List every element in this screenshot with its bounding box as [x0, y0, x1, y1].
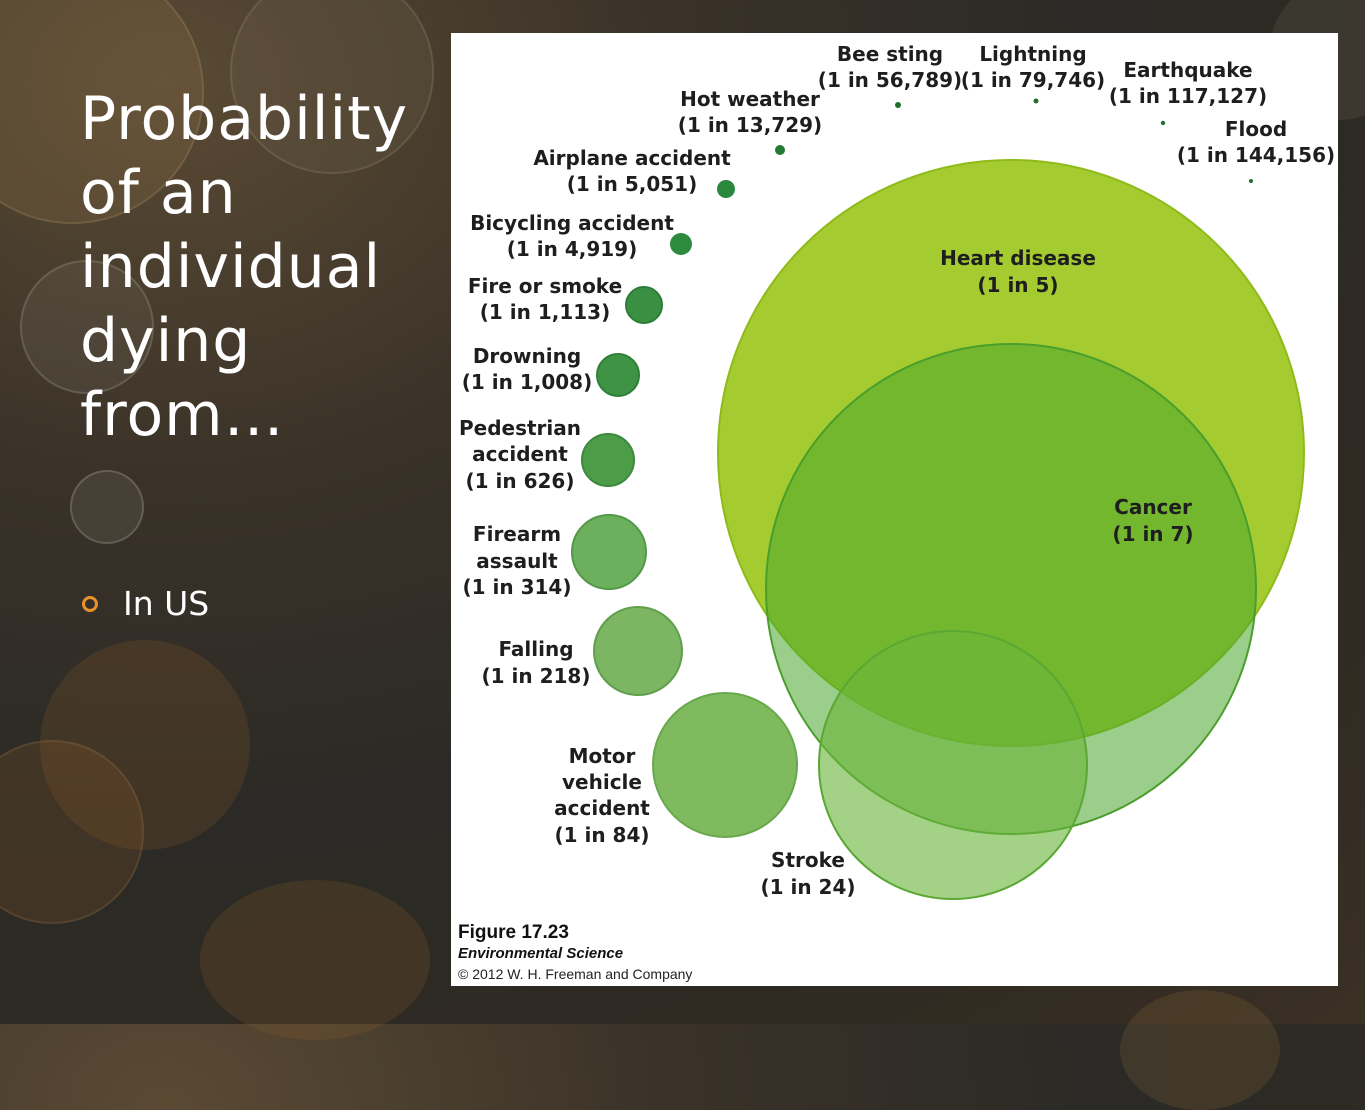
bubble-falling	[593, 606, 683, 696]
cause-odds: (1 in 1,008)	[462, 370, 592, 394]
bokeh-light	[200, 880, 430, 1040]
label-bicycling-accident: Bicycling accident (1 in 4,919)	[470, 211, 674, 261]
label-heart-disease: Heart disease (1 in 5)	[940, 246, 1096, 297]
bokeh-light	[40, 640, 250, 850]
bubble-flood	[1249, 179, 1253, 183]
label-drowning: Drowning (1 in 1,008)	[462, 344, 592, 394]
cause-odds: (1 in 314)	[463, 575, 572, 599]
cause-odds: (1 in 144,156)	[1177, 143, 1335, 167]
bubble-pedestrian-accident	[581, 433, 635, 487]
bubble-firearm-assault	[571, 514, 647, 590]
label-hot-weather: Hot weather (1 in 13,729)	[678, 87, 822, 137]
cause-odds: (1 in 13,729)	[678, 113, 822, 137]
cause-name: Lightning	[979, 42, 1086, 66]
bokeh-light	[70, 470, 144, 544]
bubble-figure: Heart disease (1 in 5) Cancer (1 in 7) S…	[451, 33, 1338, 986]
bubble-hot-weather	[775, 145, 785, 155]
cause-odds: (1 in 1,113)	[480, 300, 610, 324]
bubble-bicycling-accident	[670, 233, 692, 255]
label-fire-or-smoke: Fire or smoke (1 in 1,113)	[468, 274, 622, 324]
cause-name: Cancer	[1114, 495, 1192, 519]
cause-name: Bicycling accident	[470, 211, 674, 235]
cause-name: Drowning	[473, 344, 581, 368]
cause-name: Stroke	[771, 848, 845, 872]
bullet-item: In US	[82, 584, 209, 623]
cause-odds: (1 in 84)	[554, 823, 649, 847]
bubble-bee-sting	[895, 102, 901, 108]
cause-name-line: accident	[472, 442, 568, 466]
cause-name-line: Motor	[569, 744, 636, 768]
bubble-drowning	[596, 353, 640, 397]
bubble-motor-vehicle-accident	[652, 692, 798, 838]
cause-name: Earthquake	[1123, 58, 1252, 82]
cause-odds: (1 in 4,919)	[507, 237, 637, 261]
cause-odds: (1 in 117,127)	[1109, 84, 1267, 108]
label-flood: Flood (1 in 144,156)	[1177, 117, 1335, 167]
label-airplane-accident: Airplane accident (1 in 5,051)	[533, 146, 731, 196]
bokeh-light	[0, 740, 144, 924]
label-pedestrian-accident: Pedestrian accident (1 in 626)	[459, 416, 581, 493]
bubble-lightning	[1033, 98, 1039, 104]
cause-odds: (1 in 79,746)	[961, 68, 1105, 92]
label-motor-vehicle-accident: Motor vehicle accident (1 in 84)	[554, 744, 650, 847]
figure-caption: Figure 17.23 Environmental Science © 201…	[458, 922, 692, 982]
label-falling: Falling (1 in 218)	[482, 637, 591, 688]
cause-name: Fire or smoke	[468, 274, 622, 298]
cause-name: Hot weather	[680, 87, 820, 111]
caption-subtitle: Environmental Science	[458, 945, 623, 962]
cause-name: Falling	[498, 637, 573, 661]
label-bee-sting: Bee sting (1 in 56,789)	[818, 42, 962, 92]
cause-odds: (1 in 56,789)	[818, 68, 962, 92]
cause-name: Flood	[1225, 117, 1287, 141]
cause-name-line: Firearm	[473, 522, 561, 546]
cause-odds: (1 in 5)	[977, 273, 1058, 297]
cause-name: Heart disease	[940, 246, 1096, 270]
bubble-earthquake	[1160, 120, 1166, 126]
caption-copyright: © 2012 W. H. Freeman and Company	[458, 966, 692, 982]
cause-name-line: assault	[476, 549, 558, 573]
label-firearm-assault: Firearm assault (1 in 314)	[463, 522, 572, 599]
bubble-diagram: Heart disease (1 in 5) Cancer (1 in 7) S…	[458, 42, 1335, 982]
bokeh-light	[1120, 990, 1280, 1110]
label-earthquake: Earthquake (1 in 117,127)	[1109, 58, 1267, 108]
label-lightning: Lightning (1 in 79,746)	[961, 42, 1105, 92]
caption-title: Figure 17.23	[458, 922, 569, 943]
cause-odds: (1 in 5,051)	[567, 172, 697, 196]
bubble-fire-or-smoke	[625, 286, 663, 324]
cause-name: Bee sting	[837, 42, 943, 66]
slide-title: Probability of an individual dying from…	[80, 84, 409, 450]
cause-name: Airplane accident	[533, 146, 731, 170]
cause-odds: (1 in 626)	[466, 469, 575, 493]
cause-name-line: vehicle	[562, 770, 642, 794]
cause-name-line: accident	[554, 796, 650, 820]
cause-odds: (1 in 7)	[1112, 522, 1193, 546]
circle-bullet-icon	[82, 595, 98, 612]
bullet-text: In US	[123, 584, 210, 623]
cause-odds: (1 in 218)	[482, 664, 591, 688]
cause-name-line: Pedestrian	[459, 416, 581, 440]
label-cancer: Cancer (1 in 7)	[1112, 495, 1193, 546]
bullet-list: In US	[82, 584, 209, 623]
label-stroke: Stroke (1 in 24)	[760, 848, 855, 899]
bubble-stroke	[818, 630, 1088, 900]
cause-odds: (1 in 24)	[760, 875, 855, 899]
bubble-airplane-accident	[717, 180, 735, 198]
